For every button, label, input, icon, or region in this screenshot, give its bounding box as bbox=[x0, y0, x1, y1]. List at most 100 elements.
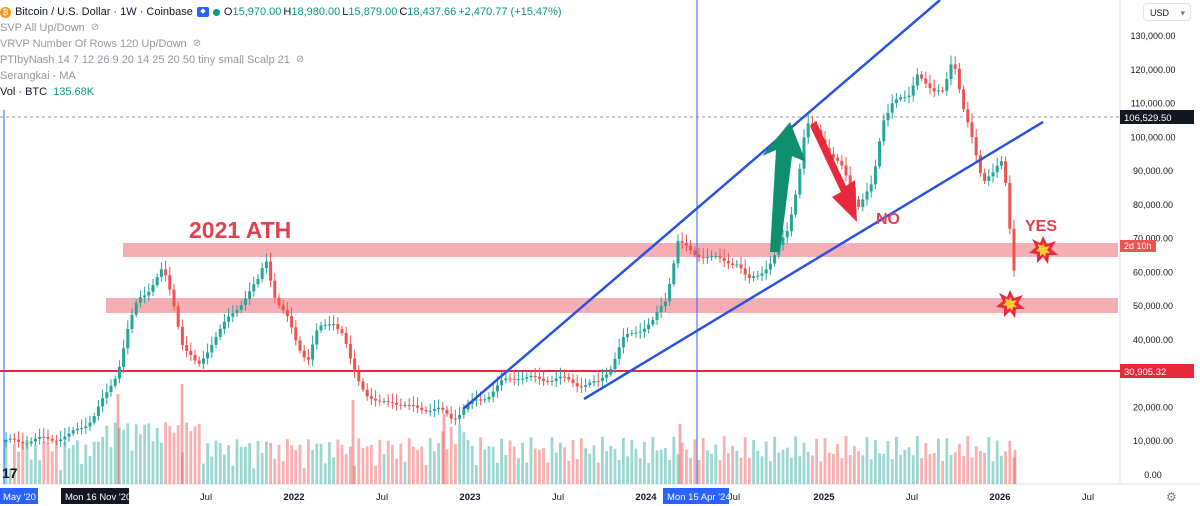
candle-body bbox=[558, 376, 562, 379]
eye-off-icon[interactable]: ⊘ bbox=[90, 22, 100, 33]
eye-off-icon[interactable]: ⊘ bbox=[295, 54, 305, 65]
volume-bar bbox=[596, 462, 600, 484]
volume-bar bbox=[869, 459, 873, 484]
candle-body bbox=[109, 385, 113, 393]
candle-body bbox=[327, 324, 331, 326]
chart-legend: ₿ Bitcoin / U.S. Dollar · 1W · Coinbase … bbox=[0, 4, 564, 100]
candle-body bbox=[382, 401, 386, 403]
indicator-row[interactable]: Serangkai - MA bbox=[0, 68, 564, 84]
candle-body bbox=[84, 426, 88, 428]
candle-body bbox=[873, 166, 877, 185]
volume-row[interactable]: Vol · BTC 135.68K bbox=[0, 84, 564, 100]
volume-bar bbox=[370, 444, 373, 484]
candle-body bbox=[710, 256, 714, 258]
time-tick-label: Jul bbox=[728, 492, 740, 503]
currency-selector[interactable]: USD bbox=[1143, 3, 1191, 22]
flag-icon[interactable]: ◆ bbox=[196, 7, 209, 17]
indicator-row[interactable]: SVP All Up/Down ⊘ bbox=[0, 20, 564, 36]
candle-body bbox=[138, 297, 142, 303]
candle-body bbox=[899, 97, 903, 100]
close-label: C bbox=[399, 6, 408, 18]
candle-body bbox=[924, 78, 928, 84]
candle-body bbox=[609, 369, 613, 375]
candle-body bbox=[516, 379, 520, 381]
volume-bar bbox=[344, 454, 348, 484]
volume-bar bbox=[899, 454, 902, 484]
indicator-label[interactable]: VRVP Number Of Rows 120 Up/Down bbox=[0, 38, 187, 50]
volume-bar bbox=[239, 446, 243, 484]
candle-body bbox=[987, 176, 991, 181]
volume-bar bbox=[340, 444, 344, 484]
candle-body bbox=[962, 89, 966, 110]
time-axis[interactable]: Jul 2022 Jul 2023 Jul 2024 Jul 2025 Jul 2026 Jul bbox=[200, 492, 1094, 503]
volume-bar bbox=[672, 436, 676, 484]
symbol-title[interactable]: Bitcoin / U.S. Dollar · 1W · Coinbase bbox=[15, 6, 193, 18]
price-tick-label: 60,000.00 bbox=[1133, 267, 1173, 277]
candle-body bbox=[739, 264, 743, 269]
indicator-row[interactable]: VRVP Number Of Rows 120 Up/Down ⊘ bbox=[0, 36, 564, 52]
volume-bar bbox=[542, 448, 545, 484]
volume-bar bbox=[113, 422, 117, 484]
candle-body bbox=[857, 199, 861, 207]
candle-body bbox=[155, 276, 159, 286]
volume-bar bbox=[424, 465, 428, 484]
volume-bar bbox=[134, 424, 138, 484]
volume-bar bbox=[769, 461, 772, 484]
eye-off-icon[interactable]: ⊘ bbox=[192, 38, 202, 49]
candle-body bbox=[399, 404, 403, 406]
tradingview-logo[interactable]: 17 bbox=[2, 465, 18, 481]
candle-body bbox=[512, 378, 516, 380]
candle-body bbox=[474, 399, 478, 401]
volume-bar bbox=[374, 465, 377, 484]
candle-body bbox=[96, 406, 100, 416]
candle-body bbox=[21, 441, 25, 444]
volume-bar bbox=[911, 455, 915, 484]
hline-price-label: 30,905.32 bbox=[1124, 367, 1166, 378]
volume-bar bbox=[500, 438, 503, 484]
candle-body bbox=[75, 428, 79, 431]
volume-bar bbox=[454, 444, 457, 484]
candle-body bbox=[701, 257, 705, 259]
volume-bar bbox=[227, 445, 230, 484]
volume-bar bbox=[298, 444, 302, 484]
price-tick-label: 130,000.00 bbox=[1130, 31, 1175, 41]
candle-body bbox=[441, 407, 445, 410]
candle-body bbox=[4, 439, 8, 442]
indicator-row[interactable]: PTIbyNash 14 7 12 26 9 20 14 25 20 50 ti… bbox=[0, 52, 564, 68]
channel-lower-trendline[interactable] bbox=[583, 120, 1044, 401]
volume-bar bbox=[735, 450, 739, 484]
candle-body bbox=[395, 402, 399, 405]
candle-body bbox=[319, 325, 323, 331]
volume-bar bbox=[529, 437, 533, 484]
volume-bar bbox=[664, 448, 667, 484]
volume-bar bbox=[659, 449, 663, 484]
candle-body bbox=[642, 328, 646, 332]
volume-bar bbox=[697, 460, 701, 484]
volume-bar bbox=[206, 443, 209, 484]
close-value: 18,437.66 bbox=[407, 6, 457, 18]
volume-bar bbox=[273, 458, 277, 484]
volume-bar bbox=[13, 443, 16, 484]
candle-body bbox=[764, 269, 768, 274]
volume-bar bbox=[88, 456, 92, 484]
high-label: H bbox=[283, 6, 292, 18]
time-tick-label: Jul bbox=[376, 492, 388, 503]
volume-bar bbox=[328, 442, 331, 484]
symbol-row[interactable]: ₿ Bitcoin / U.S. Dollar · 1W · Coinbase … bbox=[0, 4, 564, 20]
volume-bar bbox=[151, 441, 155, 484]
volume-bar bbox=[819, 461, 823, 484]
gear-icon[interactable]: ⚙ bbox=[1166, 490, 1177, 504]
volume-bar bbox=[651, 436, 655, 484]
indicator-label[interactable]: Serangkai - MA bbox=[0, 70, 76, 82]
volume-bar bbox=[701, 438, 705, 484]
volume-bar bbox=[80, 463, 83, 484]
indicator-label[interactable]: PTIbyNash 14 7 12 26 9 20 14 25 20 50 ti… bbox=[0, 54, 290, 66]
volume-bar bbox=[840, 458, 844, 484]
channel-upper-trendline[interactable] bbox=[462, 0, 941, 410]
volume-bar bbox=[105, 425, 109, 484]
price-axis-bg bbox=[1120, 0, 1200, 506]
candle-body bbox=[600, 377, 604, 382]
volume-bar bbox=[802, 442, 806, 484]
indicator-label[interactable]: SVP All Up/Down bbox=[0, 22, 85, 34]
